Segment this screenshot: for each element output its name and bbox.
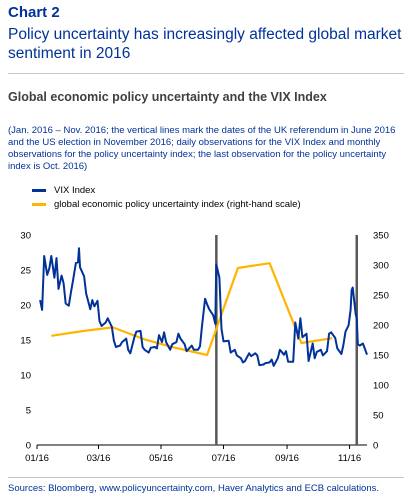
y-right-tick-label: 200 (373, 321, 389, 332)
x-tick-label: 05/16 (149, 453, 173, 464)
x-tick-label: 07/16 (212, 453, 236, 464)
series-line-vix (39, 247, 368, 367)
chart-plot: 01/16 03/16 05/16 07/16 09/16 11/16 0 5 10 15 20 25… (20, 231, 389, 465)
chart-subtitle: Global economic policy uncertainty and t… (8, 90, 327, 104)
legend-item-vix: VIX Index (32, 183, 301, 197)
y-right-tick-label: 300 (373, 261, 389, 272)
y-right-tick-label: 350 (373, 231, 389, 242)
x-tick-label: 09/16 (275, 453, 299, 464)
chart-sources: Sources: Bloomberg, www.policyuncertaint… (8, 483, 380, 494)
y-left-tick-label: 25 (20, 266, 31, 277)
legend-item-epu: global economic policy uncertainty index… (32, 197, 301, 211)
y-left-tick-label: 0 (26, 441, 31, 452)
chart-label: Chart 2 (8, 4, 60, 21)
y-left-tick-label: 30 (20, 231, 31, 242)
chart-note: (Jan. 2016 – Nov. 2016; the vertical lin… (8, 125, 396, 172)
legend-swatch-vix (32, 188, 46, 192)
chart-title: Policy uncertainty has increasingly affe… (8, 26, 402, 62)
x-tick-label: 01/16 (25, 453, 49, 464)
legend-label-epu: global economic policy uncertainty index… (54, 198, 301, 210)
x-tick-label: 03/16 (87, 453, 111, 464)
y-right-tick-label: 150 (373, 351, 389, 362)
y-left-tick-label: 5 (26, 406, 31, 417)
y-left-tick-label: 15 (20, 336, 31, 347)
chart-legend: VIX Index global economic policy uncerta… (32, 183, 301, 211)
y-right-tick-label: 0 (373, 441, 378, 452)
y-right-tick-label: 50 (373, 411, 384, 422)
y-left-tick-label: 20 (20, 301, 31, 312)
footer-divider (8, 477, 404, 478)
y-right-tick-label: 100 (373, 381, 389, 392)
y-right-tick-label: 250 (373, 291, 389, 302)
header-divider (8, 73, 404, 74)
y-left-tick-label: 10 (20, 371, 31, 382)
x-tick-label: 11/16 (338, 453, 361, 464)
series-line-epu (51, 262, 333, 357)
legend-label-vix: VIX Index (54, 184, 96, 196)
legend-swatch-epu (32, 202, 46, 206)
